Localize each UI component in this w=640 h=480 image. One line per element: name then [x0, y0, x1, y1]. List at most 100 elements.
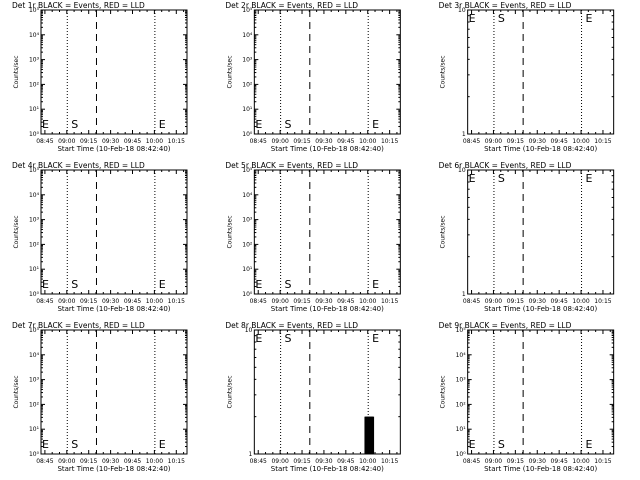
x-tick-label: 10:00	[572, 458, 589, 465]
x-tick-label: 09:45	[337, 138, 354, 145]
plot-frame	[40, 329, 188, 455]
x-tick-label: 09:00	[58, 298, 75, 305]
x-axis-label: Start Time (10-Feb-18 08:42:40)	[484, 145, 597, 153]
event-marker-label: E	[469, 12, 476, 25]
y-tick-label: 10⁵	[242, 7, 253, 14]
chart-panel: Det 2r BLACK = Events, RED = LLD 10⁰ 10¹ 10…	[225, 1, 401, 153]
x-tick-label: 09:00	[271, 138, 288, 145]
event-marker-label: E	[159, 278, 166, 291]
x-tick-label: 09:45	[124, 138, 141, 145]
y-tick-label: 10⁰	[29, 291, 40, 298]
plot-frame	[40, 169, 188, 295]
plot-frame	[253, 169, 401, 295]
event-marker-label: E	[42, 438, 49, 451]
x-tick-label: 10:15	[594, 138, 611, 145]
chart-panel: Det 9r BLACK = Events, RED = LLD 10⁰ 10¹ 10…	[439, 321, 615, 473]
x-tick-label: 09:30	[529, 458, 546, 465]
event-marker-label: S	[285, 278, 292, 291]
x-tick-label: 08:45	[36, 138, 53, 145]
event-marker-label: E	[469, 172, 476, 185]
x-tick-label: 08:45	[36, 298, 53, 305]
plot-frame	[467, 329, 615, 455]
x-tick-label: 09:30	[102, 458, 119, 465]
event-marker-label: S	[498, 172, 505, 185]
y-tick-label: 10¹	[29, 266, 40, 273]
y-tick-label: 10⁰	[456, 451, 467, 458]
y-axis-label: Counts/sec	[440, 215, 447, 248]
x-tick-label: 08:45	[36, 458, 53, 465]
event-marker-label: E	[255, 118, 262, 131]
x-tick-label: 09:15	[507, 458, 524, 465]
event-marker-label: S	[71, 278, 78, 291]
x-tick-label: 09:00	[271, 298, 288, 305]
y-tick-label: 10	[245, 327, 253, 334]
y-axis-label: Counts/sec	[226, 55, 233, 88]
x-tick-label: 10:00	[146, 298, 163, 305]
x-axis-label: Start Time (10-Feb-18 08:42:40)	[271, 305, 384, 313]
y-axis-label: Counts/sec	[226, 215, 233, 248]
event-marker-label: E	[42, 118, 49, 131]
y-tick-label: 10³	[29, 377, 40, 384]
plot-frame	[253, 329, 401, 455]
event-marker-label: E	[372, 118, 379, 131]
x-tick-label: 09:15	[80, 138, 97, 145]
y-tick-label: 10²	[242, 241, 253, 248]
event-marker-label: S	[498, 12, 505, 25]
x-tick-label: 09:30	[102, 138, 119, 145]
x-tick-label: 10:00	[572, 298, 589, 305]
x-tick-label: 09:00	[485, 458, 502, 465]
x-axis-label: Start Time (10-Feb-18 08:42:40)	[271, 145, 384, 153]
event-marker-label: E	[585, 12, 592, 25]
x-tick-label: 10:00	[146, 138, 163, 145]
plot-frame	[467, 169, 615, 295]
y-tick-label: 10	[458, 167, 466, 174]
event-marker-label: E	[372, 278, 379, 291]
y-tick-label: 10³	[242, 217, 253, 224]
event-marker-label: E	[372, 332, 379, 345]
event-marker-label: E	[255, 332, 262, 345]
x-axis-label: Start Time (10-Feb-18 08:42:40)	[271, 465, 384, 473]
chart-panel: Det 1r BLACK = Events, RED = LLD 10⁰ 10¹ 10…	[12, 1, 188, 153]
x-tick-label: 09:00	[485, 298, 502, 305]
event-marker-label: S	[498, 438, 505, 451]
chart-panel: Det 3r BLACK = Events, RED = LLD 1 10 08:45…	[439, 1, 615, 153]
chart-title: Det 1r BLACK = Events, RED = LLD	[12, 1, 145, 10]
x-axis-label: Start Time (10-Feb-18 08:42:40)	[57, 465, 170, 473]
y-axis-label: Counts/sec	[440, 375, 447, 408]
x-tick-label: 09:45	[124, 458, 141, 465]
x-tick-label: 10:15	[594, 458, 611, 465]
x-tick-label: 10:15	[381, 138, 398, 145]
x-axis-label: Start Time (10-Feb-18 08:42:40)	[484, 465, 597, 473]
x-tick-label: 09:45	[551, 458, 568, 465]
x-tick-label: 08:45	[250, 298, 267, 305]
x-tick-label: 09:15	[293, 458, 310, 465]
x-axis-label: Start Time (10-Feb-18 08:42:40)	[484, 305, 597, 313]
y-tick-label: 10⁵	[456, 327, 467, 334]
y-tick-label: 10	[458, 7, 466, 14]
x-tick-label: 09:00	[58, 138, 75, 145]
chart-title: Det 2r BLACK = Events, RED = LLD	[225, 1, 358, 10]
x-tick-label: 09:15	[80, 458, 97, 465]
x-tick-label: 10:15	[381, 458, 398, 465]
y-tick-label: 1	[462, 131, 466, 138]
event-marker-label: E	[159, 118, 166, 131]
chart-title: Det 4r BLACK = Events, RED = LLD	[12, 161, 145, 170]
y-axis-label: Counts/sec	[440, 55, 447, 88]
y-tick-label: 10⁴	[29, 32, 40, 39]
chart-title: Det 6r BLACK = Events, RED = LLD	[439, 161, 572, 170]
x-tick-label: 09:00	[271, 458, 288, 465]
y-tick-label: 10⁵	[242, 167, 253, 174]
y-tick-label: 10¹	[29, 106, 40, 113]
event-marker-label: E	[255, 278, 262, 291]
event-marker-label: E	[159, 438, 166, 451]
y-tick-label: 10⁵	[29, 167, 40, 174]
x-tick-label: 09:15	[507, 138, 524, 145]
event-marker-label: S	[285, 332, 292, 345]
event-marker-label: E	[42, 278, 49, 291]
x-tick-label: 09:00	[58, 458, 75, 465]
event-marker-label: S	[285, 118, 292, 131]
x-tick-label: 09:45	[551, 138, 568, 145]
chart-title: Det 8r BLACK = Events, RED = LLD	[225, 321, 358, 330]
event-marker-label: E	[585, 172, 592, 185]
